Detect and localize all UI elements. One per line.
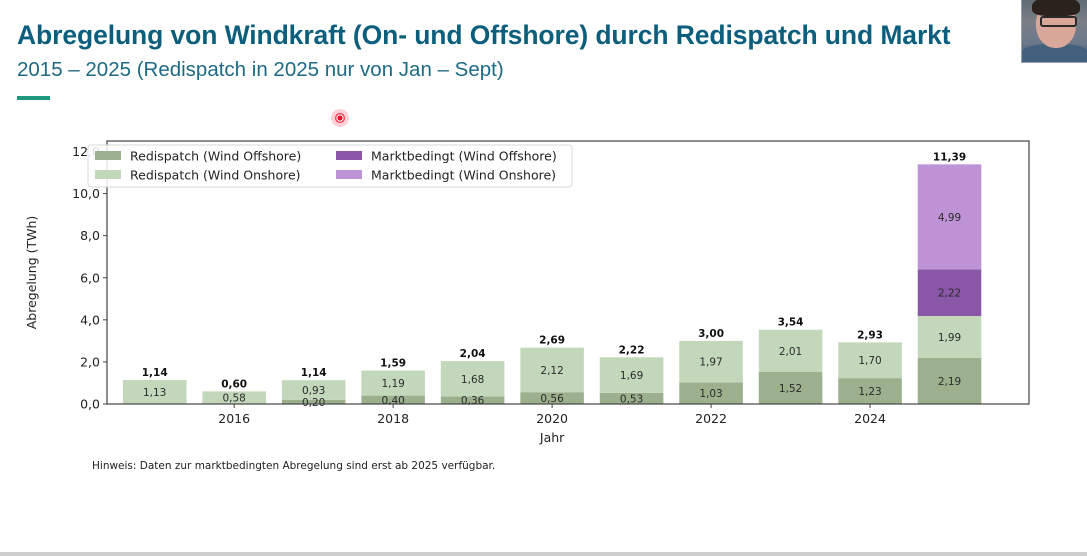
- x-tick-label: 2022: [695, 411, 727, 426]
- x-tick-label: 2018: [377, 411, 409, 426]
- segment-value-label-2020-s1: 2,12: [540, 365, 563, 377]
- slide-title: Abregelung von Windkraft (On- und Offsho…: [17, 20, 951, 50]
- segment-value-label-2024-s1: 1,70: [858, 355, 881, 367]
- bar-segment-2020-s1: [520, 347, 584, 393]
- bar-segment-2025-s0: [917, 357, 982, 404]
- legend-label: Redispatch (Wind Offshore): [130, 149, 301, 164]
- bar-segment-2025-s3: [917, 164, 982, 270]
- segment-value-label-2025-s0: 2,19: [938, 376, 961, 388]
- bar-segment-2018-s1: [361, 370, 425, 396]
- webcam-presenter-glasses: [1040, 16, 1077, 27]
- y-tick-label: 8,0: [80, 228, 100, 243]
- x-tick-label: 2020: [536, 411, 568, 426]
- legend-swatch: [336, 151, 362, 160]
- segment-value-label-2025-s1: 1,99: [938, 332, 961, 344]
- y-tick-label: 4,0: [80, 312, 100, 327]
- bar-segment-2017-s1: [281, 380, 346, 400]
- segment-value-label-2022-s0: 1,03: [699, 388, 722, 400]
- bar-segment-2022-s0: [679, 382, 743, 404]
- segment-value-label-2024-s0: 1,23: [858, 386, 881, 398]
- total-value-label-2018: 1,59: [380, 358, 406, 370]
- x-tick-label: 2016: [218, 411, 250, 426]
- x-axis: 2016 2018 2020 2022 2024: [218, 404, 886, 426]
- segment-value-label-2021-s0: 0,53: [620, 393, 643, 405]
- webcam-presenter-shirt: [1022, 44, 1087, 62]
- webcam-presenter-hair: [1032, 0, 1080, 16]
- segment-value-label-2025-s2: 2,22: [938, 288, 961, 300]
- bar-segment-2022-s1: [679, 340, 743, 383]
- bar-segment-2017-s0: [281, 399, 346, 404]
- bar-segment-2023-s0: [758, 372, 823, 404]
- webcam-video-thumbnail[interactable]: [1021, 0, 1087, 63]
- total-value-label-2019: 2,04: [460, 348, 486, 360]
- bar-segment-2018-s0: [361, 395, 425, 404]
- segment-value-label-2019-s1: 1,68: [461, 374, 484, 386]
- axes-frame: [106, 140, 1030, 405]
- bar-segment-2021-s1: [599, 357, 664, 393]
- bar-segment-2024-s0: [838, 378, 902, 404]
- total-value-label-2016: 0,60: [221, 378, 247, 390]
- segment-value-label-2018-s1: 1,19: [381, 378, 404, 390]
- segment-value-label-2017-s1: 0,93: [302, 385, 325, 397]
- y-tick-label: 6,0: [80, 270, 100, 285]
- segment-value-label-2019-s0: 0,36: [461, 395, 485, 407]
- segment-value-label-2023-s1: 2,01: [779, 346, 802, 358]
- bottom-divider: [0, 552, 1087, 556]
- x-tick-label: 2024: [854, 411, 886, 426]
- legend-frame: [87, 144, 573, 188]
- segment-value-label-2023-s0: 1,52: [779, 383, 802, 395]
- total-value-label-2021: 2,22: [619, 344, 645, 356]
- footnote: Hinweis: Daten zur marktbedingten Abrege…: [92, 460, 496, 472]
- legend-label: Redispatch (Wind Onshore): [130, 168, 301, 183]
- y-tick-label: 2,0: [80, 354, 100, 369]
- y-tick-label: 0,0: [80, 397, 100, 412]
- bar-segment-2023-s1: [758, 329, 823, 373]
- segment-value-label-2025-s3: 4,99: [938, 212, 961, 224]
- bar-segment-2019-s1: [440, 361, 505, 397]
- total-value-label-2023: 3,54: [778, 317, 804, 329]
- segment-value-label-2022-s1: 1,97: [699, 357, 722, 369]
- total-value-label-2025: 11,39: [933, 151, 966, 163]
- laser-pointer-icon: [331, 109, 349, 127]
- bar-segment-2019-s0: [440, 396, 505, 404]
- segment-value-label-2015-s1: 1,13: [143, 387, 166, 399]
- slide-subtitle: 2015 – 2025 (Redispatch in 2025 nur von …: [17, 58, 504, 81]
- legend-swatch: [336, 170, 362, 179]
- bar-segment-2025-s2: [917, 269, 982, 317]
- legend-swatch: [95, 170, 121, 179]
- total-value-label-2017: 1,14: [301, 367, 327, 379]
- bar-segment-2016-s1: [202, 391, 266, 404]
- segment-value-label-2020-s0: 0,56: [540, 393, 564, 405]
- bars-layer: [122, 164, 982, 405]
- total-value-label-2024: 2,93: [857, 329, 883, 341]
- legend-swatch: [95, 151, 121, 160]
- legend-label: Marktbedingt (Wind Onshore): [371, 168, 556, 183]
- legend: Redispatch (Wind Offshore) Redispatch (Wi…: [87, 144, 573, 188]
- segment-value-label-2021-s1: 1,69: [620, 370, 643, 382]
- bar-segment-2025-s1: [917, 316, 982, 358]
- y-tick-label: 10,0: [72, 186, 100, 201]
- x-axis-label: Jahr: [539, 430, 565, 445]
- legend-label: Marktbedingt (Wind Offshore): [371, 149, 557, 164]
- bar-segment-2024-s1: [838, 342, 902, 379]
- total-value-label-2015: 1,14: [142, 367, 168, 379]
- total-value-label-2022: 3,00: [698, 328, 724, 340]
- bar-segment-2015-s1: [122, 380, 187, 404]
- title-accent-bar: [17, 96, 50, 100]
- total-value-label-2020: 2,69: [539, 334, 565, 346]
- segment-value-label-2016-s1: 0,58: [222, 392, 245, 404]
- segment-value-label-2017-s0: 0,20: [302, 397, 325, 409]
- bar-segment-2021-s0: [599, 392, 664, 404]
- bar-segment-2020-s0: [520, 392, 584, 404]
- y-axis-label: Abregelung (TWh): [24, 216, 39, 330]
